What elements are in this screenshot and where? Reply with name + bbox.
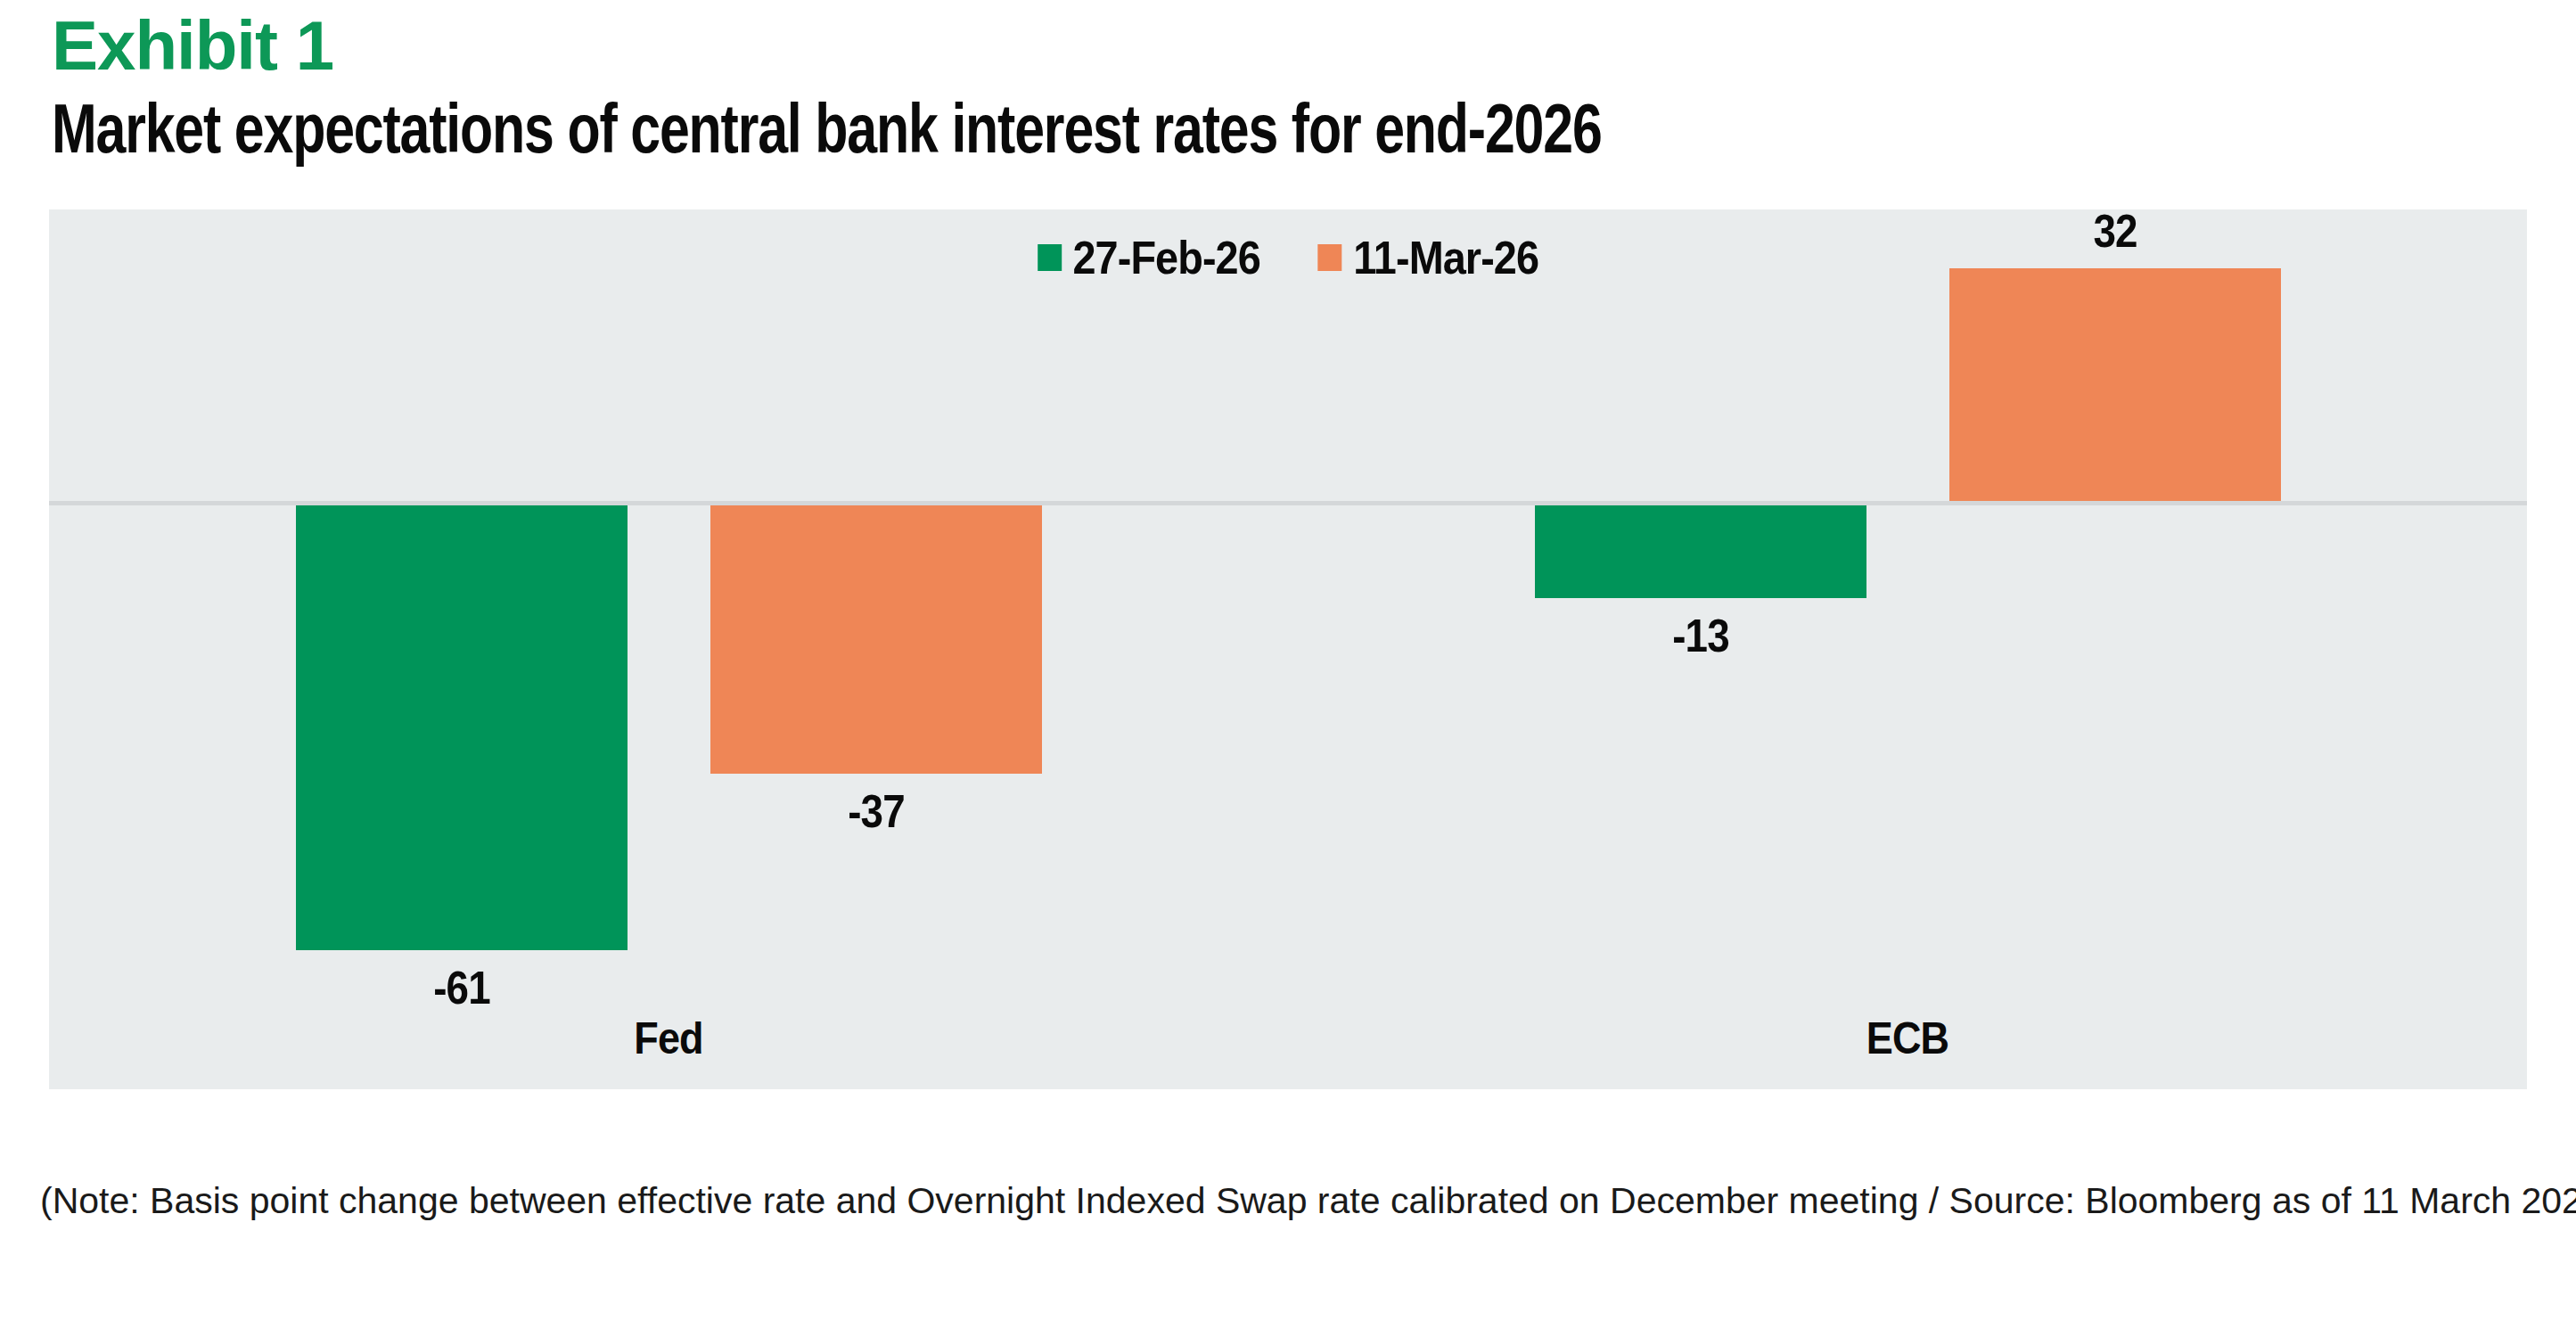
chart-plot-area: 27-Feb-26 11-Mar-26 -61-37-1332 Fed ECB: [49, 209, 2527, 1089]
category-label-ecb: ECB: [1747, 1014, 2068, 1062]
bar-value-label: -37: [730, 786, 1021, 836]
legend-label-feb: 27-Feb-26: [1072, 233, 1259, 283]
legend-swatch-green-icon: [1038, 244, 1062, 271]
zero-axis-line: [49, 501, 2527, 505]
bar-value-label: -61: [316, 963, 607, 1013]
bar-value-label: -13: [1555, 611, 1846, 660]
document-page: Exhibit 1 Market expectations of central…: [0, 0, 2576, 1329]
exhibit-label: Exhibit 1: [52, 11, 333, 80]
legend-item-mar: 11-Mar-26: [1318, 233, 1538, 283]
page-title: Market expectations of central bank inte…: [52, 91, 1602, 168]
bar-ecb-27-feb-26: [1535, 503, 1866, 598]
category-label-fed: Fed: [508, 1014, 829, 1062]
bar-ecb-11-mar-26: [1949, 268, 2281, 503]
legend-item-feb: 27-Feb-26: [1038, 233, 1260, 283]
footnote: (Note: Basis point change between effect…: [40, 1178, 2576, 1224]
bar-fed-11-mar-26: [710, 503, 1042, 774]
legend-swatch-orange-icon: [1318, 244, 1342, 271]
bar-fed-27-feb-26: [296, 503, 628, 950]
chart-legend: 27-Feb-26 11-Mar-26: [173, 233, 2403, 283]
legend-label-mar: 11-Mar-26: [1353, 233, 1538, 283]
